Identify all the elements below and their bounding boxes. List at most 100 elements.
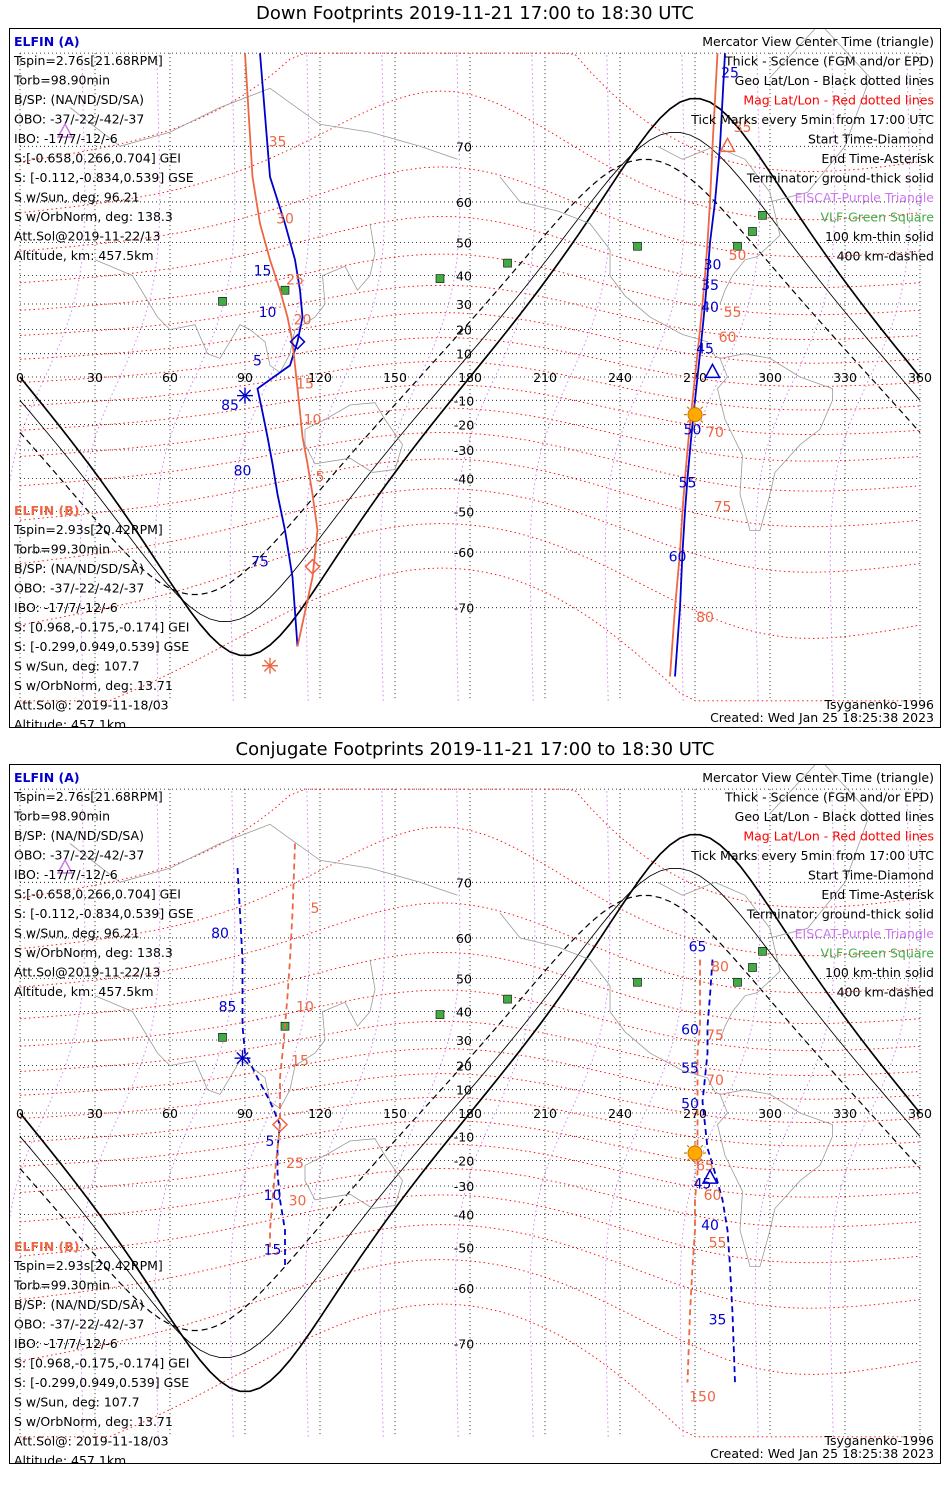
x-tick-label: 360 [908, 370, 932, 385]
elfin-b-info-line: Torb=99.30min [13, 1278, 110, 1293]
elfin-a-info-line: Torb=98.90min [13, 809, 110, 824]
x-tick-label: 210 [533, 370, 557, 385]
legend-entry: 400 km-dashed [837, 249, 934, 264]
y-tick-label: 40 [456, 1005, 472, 1020]
panel-title-down: Down Footprints 2019-11-21 17:00 to 18:3… [256, 3, 694, 24]
elfin-a-tick-label: 85 [221, 398, 239, 414]
panel-title-conjugate: Conjugate Footprints 2019-11-21 17:00 to… [235, 739, 715, 760]
elfin-a-tick-label: 15 [264, 1243, 282, 1259]
elfin-b-tick-label: 70 [706, 425, 724, 441]
end-time-asterisk [237, 387, 253, 404]
down-elfin-a-info: ELFIN (A) Tspin=2.76s[21.68RPM] Torb=98.90… [13, 34, 194, 263]
y-tick-label: -60 [454, 545, 474, 560]
created-timestamp: Created: Wed Jan 25 18:25:38 2023 [710, 1446, 934, 1461]
elfin-a-tick-label: 50 [681, 1096, 699, 1112]
legend-entry: Mag Lat/Lon - Red dotted lines [743, 829, 934, 844]
elfin-a-info-line: S w/Sun, deg: 96.21 [14, 190, 140, 205]
elfin-a-info-line: Altitude, km: 457.5km [14, 248, 154, 263]
mag-parallel [19, 166, 921, 258]
elfin-b-info-line: Torb=99.30min [13, 542, 110, 557]
elfin-a-tick-label: 75 [251, 555, 269, 571]
legend-entry: VLF-Green Square [820, 210, 934, 225]
vlf-green-square [633, 241, 642, 251]
elfin-a-tick-label: 60 [669, 550, 687, 566]
coastline [657, 145, 781, 305]
down-markers [56, 122, 736, 674]
mag-parallel [19, 52, 921, 172]
mag-meridian [754, 789, 836, 1437]
elfin-a-tick-label: 30 [704, 257, 722, 273]
x-tick-label: 330 [833, 1106, 857, 1121]
start-time-diamond [271, 1116, 289, 1133]
legend-entry: End Time-Asterisk [821, 151, 934, 166]
coastline [94, 223, 376, 373]
x-tick-label: 30 [87, 1106, 103, 1121]
elfin-b-tick-label: 55 [709, 1235, 727, 1251]
y-tick-label: 60 [456, 195, 472, 210]
elfin-a-track-west [236, 868, 286, 1267]
elfin-a-tick-label: 40 [701, 1218, 719, 1234]
y-tick-label: -10 [454, 1129, 474, 1144]
elfin-b-info-line: Altitude: 457.1km [14, 1453, 126, 1463]
y-tick-label: 50 [456, 236, 472, 251]
conj-markers [56, 858, 719, 1184]
coastline [769, 22, 871, 203]
mag-meridian [154, 53, 236, 701]
vlf-green-square [758, 210, 767, 220]
x-tick-label: 300 [758, 1106, 782, 1121]
start-time-diamond [289, 333, 306, 350]
legend-entry: Mercator View Center Time (triangle) [702, 34, 934, 49]
y-tick-label: 30 [456, 297, 472, 312]
mag-parallel [19, 458, 921, 528]
elfin-a-tick-label: 35 [709, 1313, 727, 1329]
y-tick-label: -70 [454, 601, 474, 616]
vlf-green-square [503, 258, 512, 268]
x-tick-label: 150 [383, 370, 407, 385]
down-coastlines [69, 22, 871, 531]
elfin-a-info-line: OBO: -37/-22/-42/-37 [14, 848, 144, 863]
mag-meridian [79, 53, 161, 701]
legend-entry: 100 km-thin solid [825, 229, 934, 244]
elfin-a-tick-label: 80 [211, 926, 229, 942]
elfin-a-info-line: S:[-0.658,0.266,0.704] GEI [14, 887, 181, 902]
elfin-a-tick-label: 85 [219, 1000, 237, 1016]
coastline [304, 402, 403, 473]
elfin-b-tick-label: 15 [291, 1054, 309, 1070]
elfin-a-info-line: S w/Sun, deg: 96.21 [14, 926, 140, 941]
vlf-green-square [758, 946, 767, 956]
elfin-a-tick-label: 80 [234, 463, 252, 479]
elfin-b-info-line: B/SP: (NA/ND/SD/SA) [14, 1297, 144, 1312]
down-vlf-sites [218, 210, 767, 306]
y-tick-label: 20 [456, 323, 472, 338]
vlf-green-square [733, 241, 742, 251]
model-name: Tsyganenko-1996 [823, 697, 934, 712]
mag-parallel [19, 312, 921, 364]
elfin-b-info-line: S w/OrbNorm, deg: 13.71 [14, 1414, 173, 1429]
elfin-b-tick-label: 75 [714, 499, 732, 515]
vlf-green-square [435, 274, 445, 283]
x-tick-label: 240 [608, 1106, 632, 1121]
center-time-triangle [719, 136, 736, 153]
legend-entry: 100 km-thin solid [825, 965, 934, 980]
vlf-green-square [435, 1010, 445, 1019]
conj-axis-labels: 0 30 60 90 120 150 180 210 240 270 300 330 360 10 20 30… [16, 875, 932, 1351]
legend-entry: Start Time-Diamond [808, 132, 934, 147]
elfin-a-info-line: OBO: -37/-22/-42/-37 [14, 112, 144, 127]
vlf-green-square [748, 227, 757, 236]
elfin-a-info-line: B/SP: (NA/ND/SD/SA) [14, 92, 144, 107]
mag-parallel [19, 1073, 921, 1123]
elfin-b-info-line: S: [0.968,-0.175,-0.174] GEI [14, 620, 189, 635]
elfin-b-info-line: B/SP: (NA/ND/SD/SA) [14, 561, 144, 576]
elfin-a-info-line: S: [-0.112,-0.834,0.539] GSE [14, 906, 194, 921]
legend-entry: Thick - Science (FGM and/or EPD) [724, 790, 934, 805]
conj-coastlines [69, 758, 871, 1267]
legend-entry: Geo Lat/Lon - Black dotted lines [735, 809, 934, 824]
end-time-asterisk [234, 1050, 251, 1067]
elfin-b-info-line: Att.Sol@: 2019-11-18/03 [14, 698, 169, 713]
legend-entry: Mag Lat/Lon - Red dotted lines [743, 93, 934, 108]
elfin-b-info-line: OBO: -37/-22/-42/-37 [14, 581, 144, 596]
mag-meridian [679, 789, 761, 1437]
elfin-b-tick-label: 10 [304, 412, 322, 428]
coastline [499, 176, 721, 359]
elfin-b-tick-label: 80 [711, 959, 729, 975]
